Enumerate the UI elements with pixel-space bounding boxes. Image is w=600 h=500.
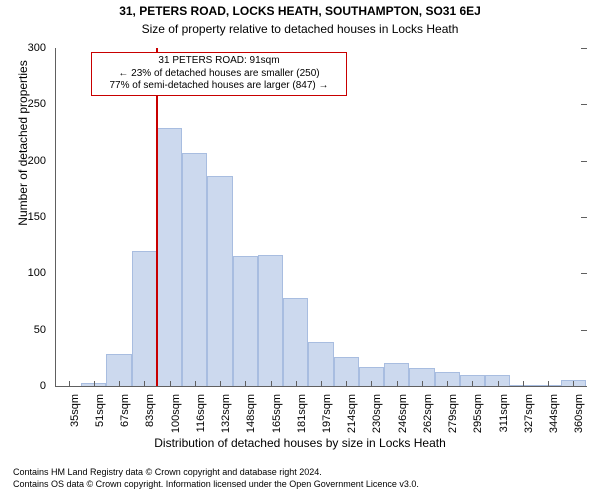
x-tick-mark: [321, 381, 322, 387]
x-tick-label: 327sqm: [523, 394, 535, 433]
x-tick-mark: [422, 381, 423, 387]
x-tick-mark: [371, 381, 372, 387]
x-tick-mark: [220, 381, 221, 387]
x-tick-label: 51sqm: [94, 394, 106, 427]
histogram-bar: [233, 256, 258, 386]
marker-line: [156, 48, 158, 386]
x-tick-mark: [447, 381, 448, 387]
x-tick-mark: [498, 381, 499, 387]
x-tick-mark: [573, 381, 574, 387]
page-title: 31, PETERS ROAD, LOCKS HEATH, SOUTHAMPTO…: [0, 4, 600, 18]
histogram-bar: [258, 255, 283, 386]
x-tick-label: 100sqm: [170, 394, 182, 433]
callout-line: ← 23% of detached houses are smaller (25…: [96, 68, 342, 81]
y-tick-label: 50: [34, 324, 46, 336]
x-tick-mark: [548, 381, 549, 387]
y-tick-mark: [581, 330, 587, 331]
x-tick-label: 279sqm: [447, 394, 459, 433]
histogram-bar: [132, 251, 157, 386]
y-tick-label: 250: [28, 98, 46, 110]
y-tick-label: 100: [28, 267, 46, 279]
x-tick-mark: [271, 381, 272, 387]
chart-page: 31, PETERS ROAD, LOCKS HEATH, SOUTHAMPTO…: [0, 0, 600, 500]
y-tick-label: 150: [28, 211, 46, 223]
x-tick-mark: [397, 381, 398, 387]
x-tick-label: 360sqm: [573, 394, 585, 433]
y-tick-label: 0: [40, 380, 46, 392]
x-tick-label: 246sqm: [397, 394, 409, 433]
callout-line: 77% of semi-detached houses are larger (…: [96, 80, 342, 93]
x-tick-label: 35sqm: [69, 394, 81, 427]
x-tick-mark: [245, 381, 246, 387]
x-tick-label: 148sqm: [245, 394, 257, 433]
x-tick-label: 295sqm: [472, 394, 484, 433]
x-axis-label: Distribution of detached houses by size …: [0, 436, 600, 450]
x-tick-label: 165sqm: [271, 394, 283, 433]
histogram-bar: [207, 176, 232, 386]
x-tick-mark: [346, 381, 347, 387]
callout-line: 31 PETERS ROAD: 91sqm: [96, 55, 342, 68]
y-tick-mark: [581, 161, 587, 162]
x-tick-label: 116sqm: [195, 394, 207, 432]
y-tick-label: 200: [28, 155, 46, 167]
x-tick-mark: [170, 381, 171, 387]
x-tick-label: 83sqm: [144, 394, 156, 427]
x-tick-label: 344sqm: [548, 394, 560, 433]
x-tick-mark: [523, 381, 524, 387]
y-tick-mark: [581, 104, 587, 105]
page-subtitle: Size of property relative to detached ho…: [0, 22, 600, 36]
footer-line-1: Contains HM Land Registry data © Crown c…: [13, 467, 322, 477]
histogram-bar: [308, 342, 333, 386]
histogram-bar: [182, 153, 207, 386]
x-tick-label: 197sqm: [321, 394, 333, 433]
x-tick-label: 181sqm: [296, 394, 308, 433]
x-tick-mark: [94, 381, 95, 387]
x-tick-mark: [69, 381, 70, 387]
histogram-bar: [283, 298, 308, 386]
x-tick-label: 262sqm: [422, 394, 434, 433]
x-tick-label: 230sqm: [371, 394, 383, 433]
x-tick-mark: [296, 381, 297, 387]
callout-box: 31 PETERS ROAD: 91sqm← 23% of detached h…: [91, 52, 347, 96]
y-tick-mark: [581, 48, 587, 49]
x-tick-mark: [472, 381, 473, 387]
histogram-bar: [157, 128, 182, 386]
x-tick-mark: [144, 381, 145, 387]
y-tick-label: 300: [28, 42, 46, 54]
x-tick-label: 67sqm: [119, 394, 131, 427]
x-tick-label: 132sqm: [220, 394, 232, 433]
y-tick-mark: [581, 386, 587, 387]
x-tick-label: 311sqm: [498, 394, 510, 432]
y-tick-mark: [581, 273, 587, 274]
x-tick-mark: [119, 381, 120, 387]
x-tick-label: 214sqm: [346, 394, 358, 433]
y-tick-mark: [581, 217, 587, 218]
x-tick-mark: [195, 381, 196, 387]
footer-line-2: Contains OS data © Crown copyright. Info…: [13, 479, 419, 489]
plot-area: 05010015020025030035sqm51sqm67sqm83sqm10…: [55, 48, 586, 387]
